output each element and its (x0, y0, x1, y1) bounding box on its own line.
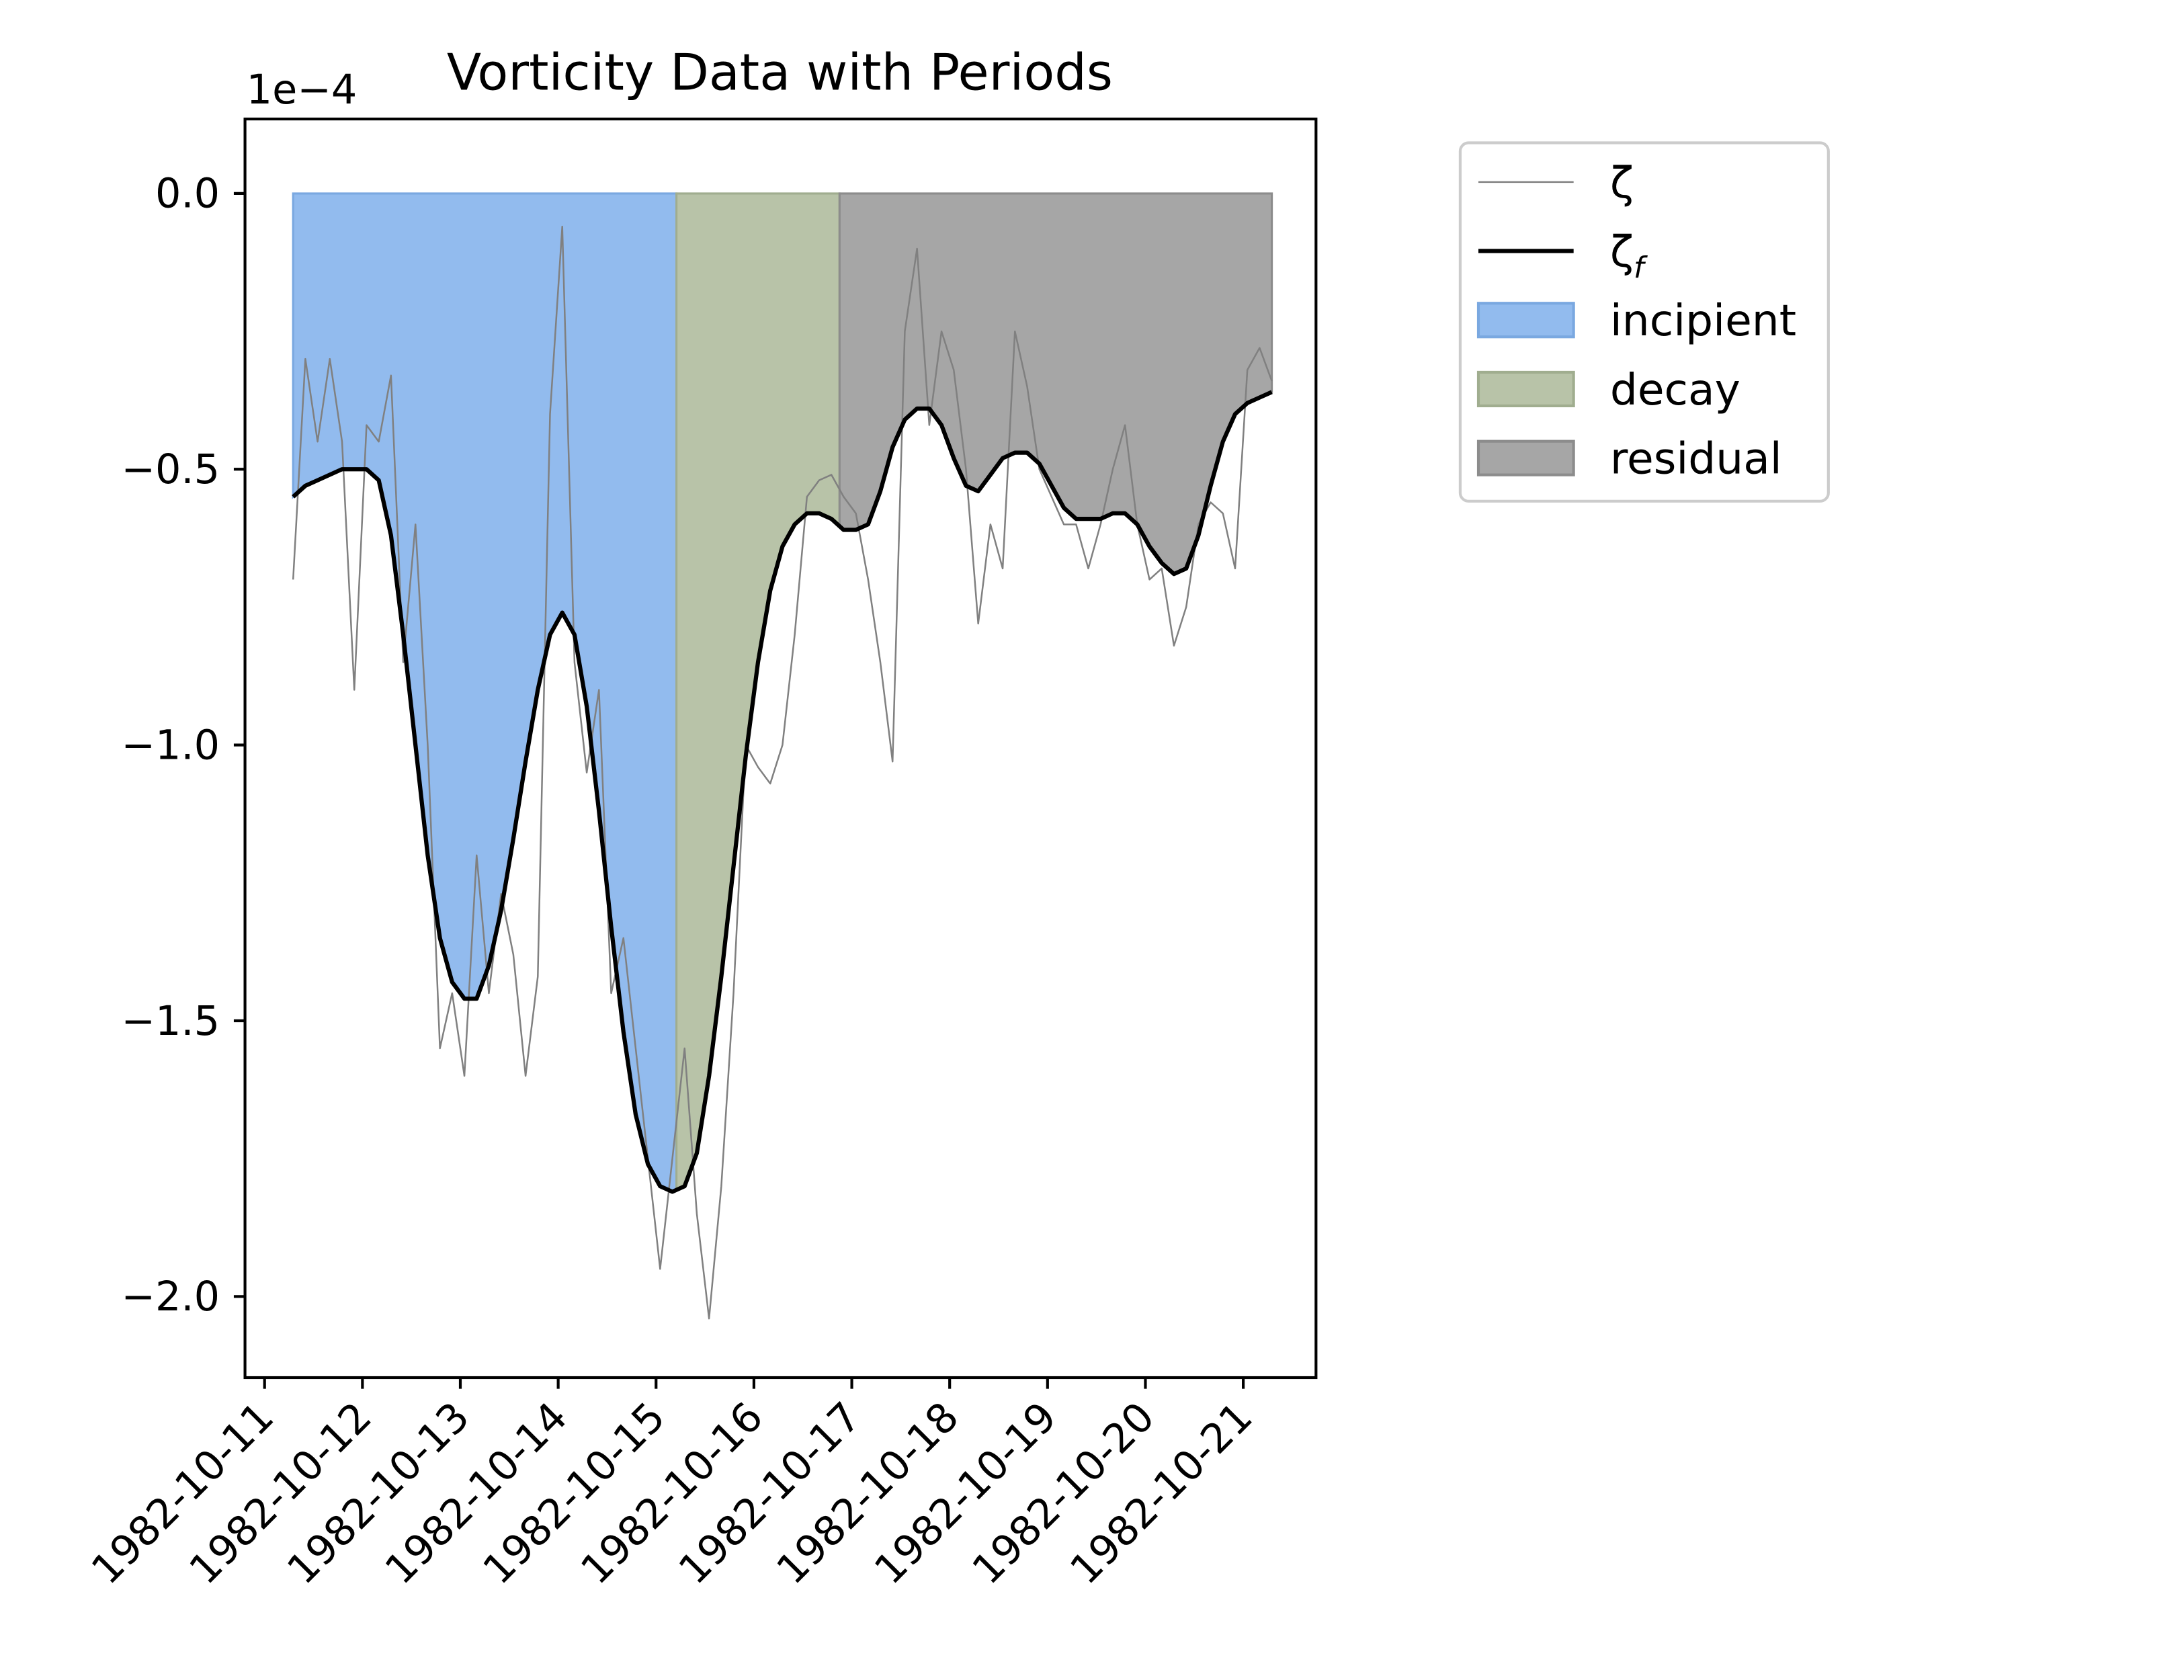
y-tick-label: −1.5 (121, 998, 220, 1045)
y-tick-label: 0.0 (155, 171, 220, 218)
period-fill (292, 192, 678, 1193)
legend-label: residual (1610, 434, 1782, 485)
y-tick-label: −1.0 (121, 722, 220, 769)
legend-patch (1476, 302, 1575, 339)
legend-label: decay (1610, 365, 1740, 415)
legend-patch (1476, 439, 1575, 476)
y-offset-label: 1e−4 (247, 67, 358, 114)
legend-label: ζ (1610, 158, 1634, 208)
chart-title: Vorticity Data with Periods (447, 42, 1113, 101)
legend-patch (1476, 370, 1575, 408)
plot-area (292, 192, 1273, 1320)
y-tick-label: −0.5 (121, 446, 220, 493)
period-fill (838, 192, 1273, 576)
series-line (292, 390, 1273, 1194)
y-tick-label: −2.0 (121, 1273, 220, 1320)
legend-box (1458, 141, 1830, 503)
legend-label: incipient (1610, 296, 1796, 346)
series-line (292, 225, 1273, 1320)
axes-frame (243, 118, 1318, 1380)
period-fill (675, 192, 841, 1192)
